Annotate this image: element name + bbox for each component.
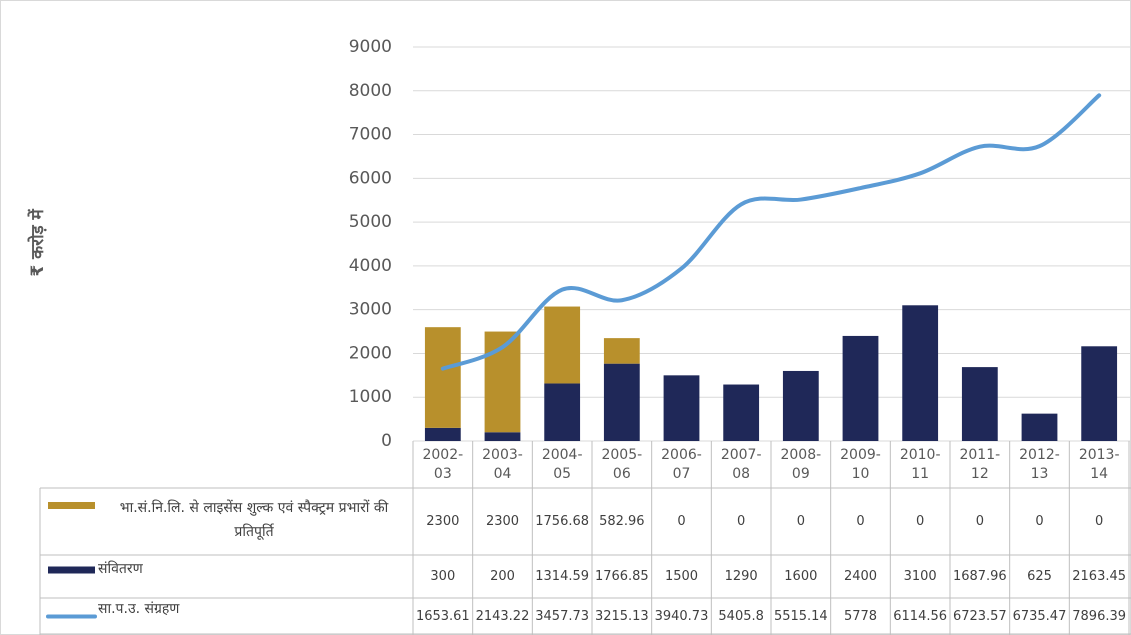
- legend-label: भा.सं.नि.लि. से लाइसेंस शुल्क एवं स्पैक्…: [119, 500, 389, 540]
- table-value: 1653.61: [415, 609, 470, 624]
- table-value: 625: [1027, 569, 1052, 584]
- table-value: 0: [796, 514, 805, 529]
- table-value: 0: [916, 514, 925, 529]
- bar: [424, 327, 461, 428]
- table-value: 1756.68: [535, 514, 590, 529]
- table-value: 5778: [843, 609, 878, 624]
- table-value: 0: [1035, 514, 1044, 529]
- bar: [961, 367, 998, 441]
- table-value: 0: [856, 514, 865, 529]
- x-tick-label: 2011-12: [959, 446, 1001, 482]
- y-tick-label: 9000: [349, 37, 392, 57]
- legend-label: संवितरण: [98, 560, 143, 577]
- table-value: 3100: [903, 569, 937, 584]
- table-value: 1500: [664, 569, 699, 584]
- x-tick-label: 2006-07: [661, 446, 702, 482]
- table-value: 300: [430, 569, 456, 584]
- y-tick-label: 8000: [349, 81, 392, 101]
- y-tick-label: 1000: [349, 387, 392, 407]
- x-tick-label: 2012-13: [1019, 446, 1060, 482]
- table-value: 1766.85: [594, 569, 649, 584]
- table-value: 1290: [724, 569, 758, 584]
- legend-label: सा.प.उ. संग्रहण: [98, 600, 180, 617]
- y-tick-label: 7000: [349, 125, 392, 145]
- bar: [723, 384, 760, 441]
- y-tick-label: 4000: [349, 256, 392, 276]
- table-value: 6114.56: [893, 609, 948, 624]
- table-value: 0: [975, 514, 984, 529]
- table-value: 2300: [485, 514, 520, 529]
- table-value: 3215.13: [594, 609, 649, 624]
- bar: [782, 370, 819, 441]
- table-value: 0: [737, 514, 746, 529]
- table-value: 2163.45: [1072, 569, 1127, 584]
- y-tick-label: 3000: [349, 300, 392, 320]
- x-tick-label: 2008-09: [780, 446, 822, 482]
- table-value: 1314.59: [535, 569, 590, 584]
- x-tick-label: 2004-05: [541, 446, 583, 482]
- y-tick-label: 2000: [349, 343, 392, 363]
- table-value: 0: [677, 514, 686, 529]
- bar: [663, 375, 700, 441]
- bar: [1021, 413, 1058, 441]
- table-value: 3940.73: [654, 609, 709, 624]
- x-tick-label: 2003-04: [482, 446, 523, 482]
- table-value: 582.96: [599, 514, 645, 529]
- table-value: 6735.47: [1012, 609, 1067, 624]
- y-tick-label: 0: [381, 431, 392, 451]
- y-axis-label: ₹ करोड़ में: [27, 208, 48, 276]
- bar: [544, 306, 581, 384]
- table-value: 2400: [843, 569, 878, 584]
- bar: [842, 335, 879, 441]
- table-value: 5515.14: [773, 609, 828, 624]
- x-tick-label: 2002-03: [422, 446, 464, 482]
- line: [440, 93, 1102, 371]
- table-value: 2300: [426, 514, 460, 529]
- x-tick-label: 2005-06: [601, 446, 643, 482]
- bar: [603, 338, 640, 364]
- table-value: 1600: [784, 569, 818, 584]
- x-tick-label: 2010-11: [899, 446, 941, 482]
- y-tick-label: 5000: [349, 212, 392, 232]
- legend-swatch: [48, 566, 95, 574]
- bar: [484, 432, 521, 441]
- table-value: 0: [1095, 514, 1104, 529]
- bar: [424, 427, 461, 441]
- bar: [603, 363, 640, 441]
- bar: [902, 305, 939, 441]
- x-tick-label: 2013-14: [1078, 446, 1120, 482]
- table-value: 2143.22: [475, 609, 530, 624]
- table-value: 200: [490, 569, 515, 584]
- x-tick-label: 2009-10: [840, 446, 881, 482]
- y-tick-label: 6000: [349, 168, 392, 188]
- bar: [544, 383, 581, 441]
- legend-swatch: [48, 502, 95, 509]
- table-value: 6723.57: [952, 609, 1007, 624]
- table-value: 3457.73: [535, 609, 590, 624]
- bar: [1081, 346, 1118, 441]
- table-value: 1687.96: [952, 569, 1007, 584]
- table-value: 5405.8: [718, 609, 764, 624]
- x-tick-label: 2007-08: [720, 446, 762, 482]
- table-value: 7896.39: [1072, 609, 1127, 624]
